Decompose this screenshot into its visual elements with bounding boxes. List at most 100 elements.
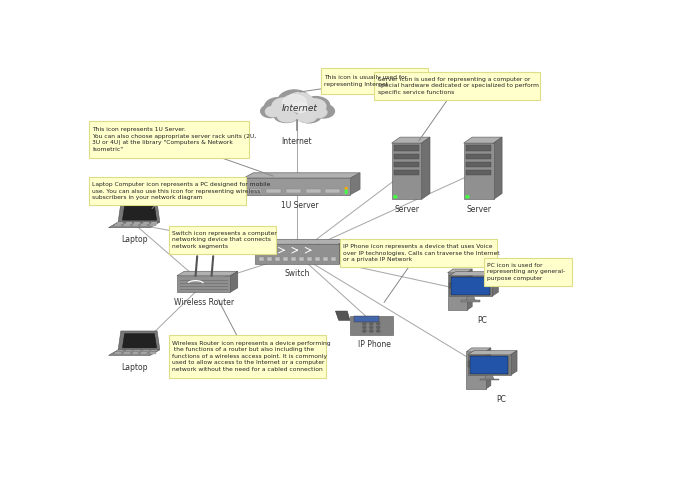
Bar — [466, 145, 491, 151]
Text: Laptop Computer icon represents a PC designed for mobile
use. You can also use t: Laptop Computer icon represents a PC des… — [92, 182, 270, 200]
Text: This icon is usually used for
representing Internet: This icon is usually used for representi… — [325, 75, 407, 87]
Polygon shape — [464, 143, 493, 200]
Text: Wireless Router icon represents a device performing
 the functions of a router b: Wireless Router icon represents a device… — [172, 341, 331, 372]
Text: Server icon is used for representing a computer or
special hardware dedicated or: Server icon is used for representing a c… — [378, 77, 539, 95]
Bar — [322, 257, 328, 262]
Bar — [124, 352, 130, 353]
Text: Switch: Switch — [285, 269, 310, 278]
Polygon shape — [123, 334, 156, 348]
Polygon shape — [177, 271, 238, 276]
Text: IP Phone: IP Phone — [358, 340, 391, 348]
Bar — [134, 350, 140, 351]
Bar — [180, 280, 227, 282]
Polygon shape — [109, 350, 160, 355]
Bar — [449, 283, 465, 288]
Text: PC icon is used for
representing any general-
purpose computer: PC icon is used for representing any gen… — [487, 263, 565, 281]
Bar — [266, 189, 281, 193]
Bar — [132, 224, 138, 226]
Bar — [331, 257, 336, 262]
Bar — [116, 352, 121, 353]
Polygon shape — [466, 296, 475, 301]
Text: IP Phone icon represents a device that uses Voice
over IP technologies. Calls ca: IP Phone icon represents a device that u… — [343, 244, 500, 262]
Circle shape — [466, 196, 469, 198]
Text: This icon represents 1U Server.
You can also choose appropriate server rack unit: This icon represents 1U Server. You can … — [92, 127, 256, 152]
Bar — [152, 222, 157, 224]
Polygon shape — [123, 206, 156, 220]
Bar — [466, 162, 491, 167]
Bar — [393, 162, 420, 167]
Polygon shape — [449, 272, 498, 276]
Bar — [275, 257, 280, 262]
Polygon shape — [177, 276, 230, 292]
Bar — [180, 286, 227, 287]
Ellipse shape — [313, 104, 334, 118]
Bar — [258, 257, 264, 262]
Polygon shape — [484, 375, 494, 380]
Circle shape — [377, 323, 380, 325]
Polygon shape — [230, 271, 238, 292]
Text: PC: PC — [496, 395, 506, 404]
Polygon shape — [422, 137, 430, 200]
Polygon shape — [119, 203, 160, 222]
Bar — [141, 352, 147, 353]
Ellipse shape — [286, 93, 313, 111]
Ellipse shape — [272, 98, 296, 115]
Polygon shape — [470, 356, 508, 374]
Ellipse shape — [297, 109, 321, 123]
Bar — [325, 189, 340, 193]
Circle shape — [393, 196, 397, 198]
Bar — [180, 283, 227, 285]
FancyBboxPatch shape — [321, 68, 428, 94]
Polygon shape — [339, 239, 346, 264]
Ellipse shape — [260, 105, 280, 118]
Polygon shape — [448, 273, 467, 310]
FancyBboxPatch shape — [169, 226, 276, 254]
Polygon shape — [448, 269, 472, 273]
Circle shape — [362, 326, 366, 328]
Bar — [468, 362, 484, 366]
Bar — [466, 154, 491, 159]
Bar — [298, 257, 304, 262]
Bar — [315, 257, 320, 262]
FancyBboxPatch shape — [89, 121, 249, 158]
FancyBboxPatch shape — [169, 335, 327, 378]
Text: Laptop: Laptop — [121, 235, 147, 244]
Circle shape — [377, 330, 380, 332]
Text: Laptop: Laptop — [121, 363, 147, 372]
Bar — [141, 224, 147, 226]
Bar — [116, 224, 121, 226]
Polygon shape — [351, 316, 393, 335]
Polygon shape — [468, 350, 517, 355]
Text: Server: Server — [394, 205, 419, 214]
Bar — [393, 145, 420, 151]
Polygon shape — [256, 244, 339, 264]
Text: Wireless Router: Wireless Router — [174, 298, 234, 307]
Circle shape — [370, 326, 373, 328]
Polygon shape — [466, 352, 486, 389]
Bar — [134, 222, 140, 224]
FancyBboxPatch shape — [89, 177, 247, 205]
Circle shape — [370, 323, 373, 325]
FancyBboxPatch shape — [484, 258, 572, 286]
Ellipse shape — [274, 110, 298, 122]
Bar — [247, 189, 261, 193]
Polygon shape — [466, 348, 491, 352]
Bar — [124, 224, 130, 226]
FancyBboxPatch shape — [340, 239, 497, 267]
Bar — [353, 316, 379, 323]
Polygon shape — [493, 137, 502, 200]
Polygon shape — [451, 277, 490, 295]
Ellipse shape — [278, 112, 297, 122]
Text: 1U Server: 1U Server — [281, 201, 318, 210]
Circle shape — [377, 326, 380, 328]
Circle shape — [345, 187, 347, 189]
Polygon shape — [244, 178, 351, 195]
Text: Switch icon represents a computer
networking device that connects
network segmen: Switch icon represents a computer networ… — [172, 231, 277, 249]
Bar — [466, 170, 491, 175]
Bar — [393, 170, 420, 175]
Circle shape — [345, 190, 347, 191]
Bar — [180, 289, 227, 290]
Polygon shape — [511, 350, 517, 375]
Circle shape — [345, 192, 347, 193]
Polygon shape — [256, 239, 346, 244]
